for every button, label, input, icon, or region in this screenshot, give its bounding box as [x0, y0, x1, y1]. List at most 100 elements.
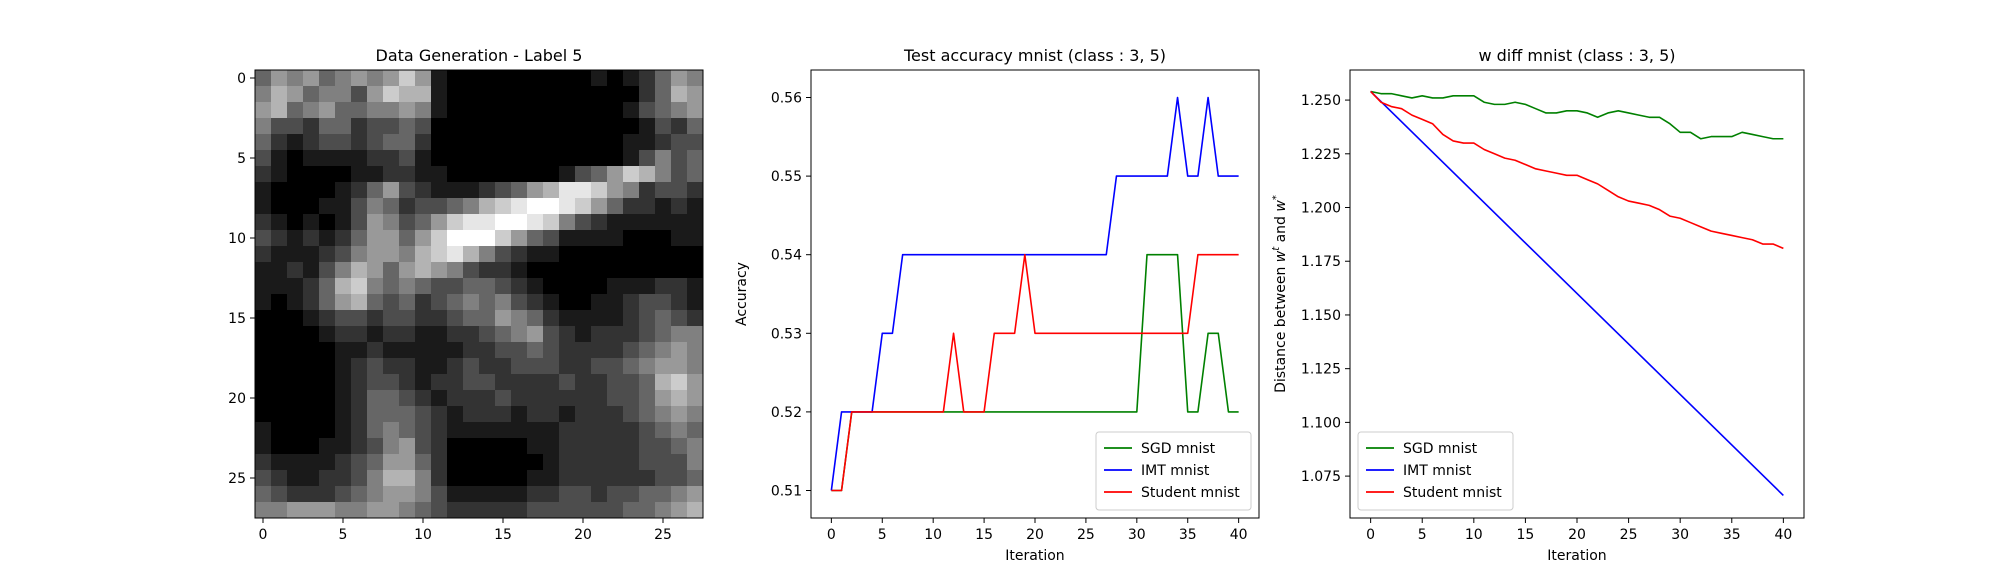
heatmap-cell: [655, 310, 672, 327]
heatmap-cell: [559, 358, 576, 375]
heatmap-cell: [575, 390, 592, 407]
heatmap-cell: [351, 486, 368, 503]
heatmap-cell: [351, 166, 368, 183]
heatmap-cell: [399, 118, 416, 135]
heatmap-cell: [399, 374, 416, 391]
heatmap-cell: [335, 486, 352, 503]
heatmap-cell: [479, 262, 496, 279]
heatmap-cell: [591, 374, 608, 391]
heatmap-cell: [607, 214, 624, 231]
heatmap-cell: [415, 278, 432, 295]
heatmap-cell: [383, 134, 400, 151]
heatmap-cell: [367, 182, 384, 199]
heatmap-cell: [399, 422, 416, 439]
legend-label: IMT mnist: [1141, 463, 1210, 479]
heatmap-cell: [287, 70, 304, 87]
heatmap-cell: [671, 438, 688, 455]
heatmap-cell: [303, 134, 320, 151]
heatmap-cell: [655, 502, 672, 519]
heatmap-cell: [687, 214, 704, 231]
heatmap-cell: [415, 246, 432, 263]
heatmap-cell: [463, 86, 480, 103]
y-axis-label-part: w: [1273, 200, 1289, 212]
heatmap-cell: [335, 134, 352, 151]
heatmap-cell: [687, 262, 704, 279]
heatmap-cell: [559, 486, 576, 503]
heatmap-cell: [687, 198, 704, 215]
heatmap-cell: [623, 102, 640, 119]
heatmap-cell: [399, 294, 416, 311]
heatmap-cell: [623, 246, 640, 263]
heatmap-cell: [367, 358, 384, 375]
heatmap-cell: [383, 342, 400, 359]
heatmap-cell: [527, 470, 544, 487]
heatmap-cell: [639, 262, 656, 279]
heatmap-cell: [623, 310, 640, 327]
line-chart-panel: w diff mnist (class : 3, 5) 0 5 10 15 20 25 30 3…: [1271, 46, 1805, 564]
x-tick-label: 15: [1516, 527, 1534, 543]
heatmap-cell: [655, 166, 672, 183]
heatmap-cell: [495, 70, 512, 87]
heatmap-cell: [559, 198, 576, 215]
heatmap-cell: [351, 294, 368, 311]
heatmap-cell: [335, 294, 352, 311]
heatmap-cell: [495, 150, 512, 167]
heatmap-cell: [255, 406, 272, 423]
heatmap-cell: [367, 278, 384, 295]
heatmap-cell: [335, 358, 352, 375]
heatmap-cell: [687, 454, 704, 471]
heatmap-cell: [559, 470, 576, 487]
heatmap-cell: [671, 262, 688, 279]
heatmap-cell: [575, 246, 592, 263]
heatmap-cell: [447, 198, 464, 215]
heatmap-cell: [671, 406, 688, 423]
heatmap-cell: [255, 86, 272, 103]
heatmap-cell: [319, 246, 336, 263]
heatmap-cell: [511, 486, 528, 503]
heatmap-cell: [671, 358, 688, 375]
heatmap-cell: [271, 230, 288, 247]
y-tick-label: 0.51: [771, 483, 802, 499]
heatmap-cell: [399, 214, 416, 231]
x-tick-label: 10: [924, 527, 942, 543]
x-tick-label: 10: [1465, 527, 1483, 543]
heatmap-cell: [495, 278, 512, 295]
heatmap-cell: [639, 118, 656, 135]
heatmap-cell: [543, 502, 560, 519]
heatmap-cell: [319, 86, 336, 103]
heatmap-cell: [351, 422, 368, 439]
heatmap-cell: [559, 294, 576, 311]
heatmap-cell: [655, 246, 672, 263]
heatmap-cell: [591, 214, 608, 231]
heatmap-cell: [671, 118, 688, 135]
heatmap-cell: [383, 294, 400, 311]
heatmap-cell: [383, 374, 400, 391]
heatmap-cell: [511, 134, 528, 151]
heatmap-cell: [687, 390, 704, 407]
heatmap-cell: [447, 438, 464, 455]
heatmap-cell: [415, 326, 432, 343]
heatmap-cell: [527, 70, 544, 87]
heatmap-cell: [623, 374, 640, 391]
heatmap-cell: [255, 102, 272, 119]
heatmap-cell: [367, 310, 384, 327]
heatmap-cell: [591, 310, 608, 327]
heatmap-cell: [463, 118, 480, 135]
heatmap-cell: [335, 502, 352, 519]
heatmap-cell: [255, 198, 272, 215]
heatmap-cell: [607, 182, 624, 199]
heatmap-cell: [415, 502, 432, 519]
heatmap-cell: [415, 118, 432, 135]
heatmap-cell: [463, 486, 480, 503]
heatmap-cell: [511, 262, 528, 279]
heatmap-cell: [303, 486, 320, 503]
heatmap-cell: [303, 454, 320, 471]
heatmap-cell: [287, 134, 304, 151]
heatmap-cell: [303, 278, 320, 295]
heatmap-cell: [367, 230, 384, 247]
heatmap-cell: [431, 166, 448, 183]
x-tick-label: 5: [339, 527, 348, 543]
heatmap-cell: [255, 182, 272, 199]
heatmap-cell: [431, 406, 448, 423]
heatmap-cell: [543, 438, 560, 455]
